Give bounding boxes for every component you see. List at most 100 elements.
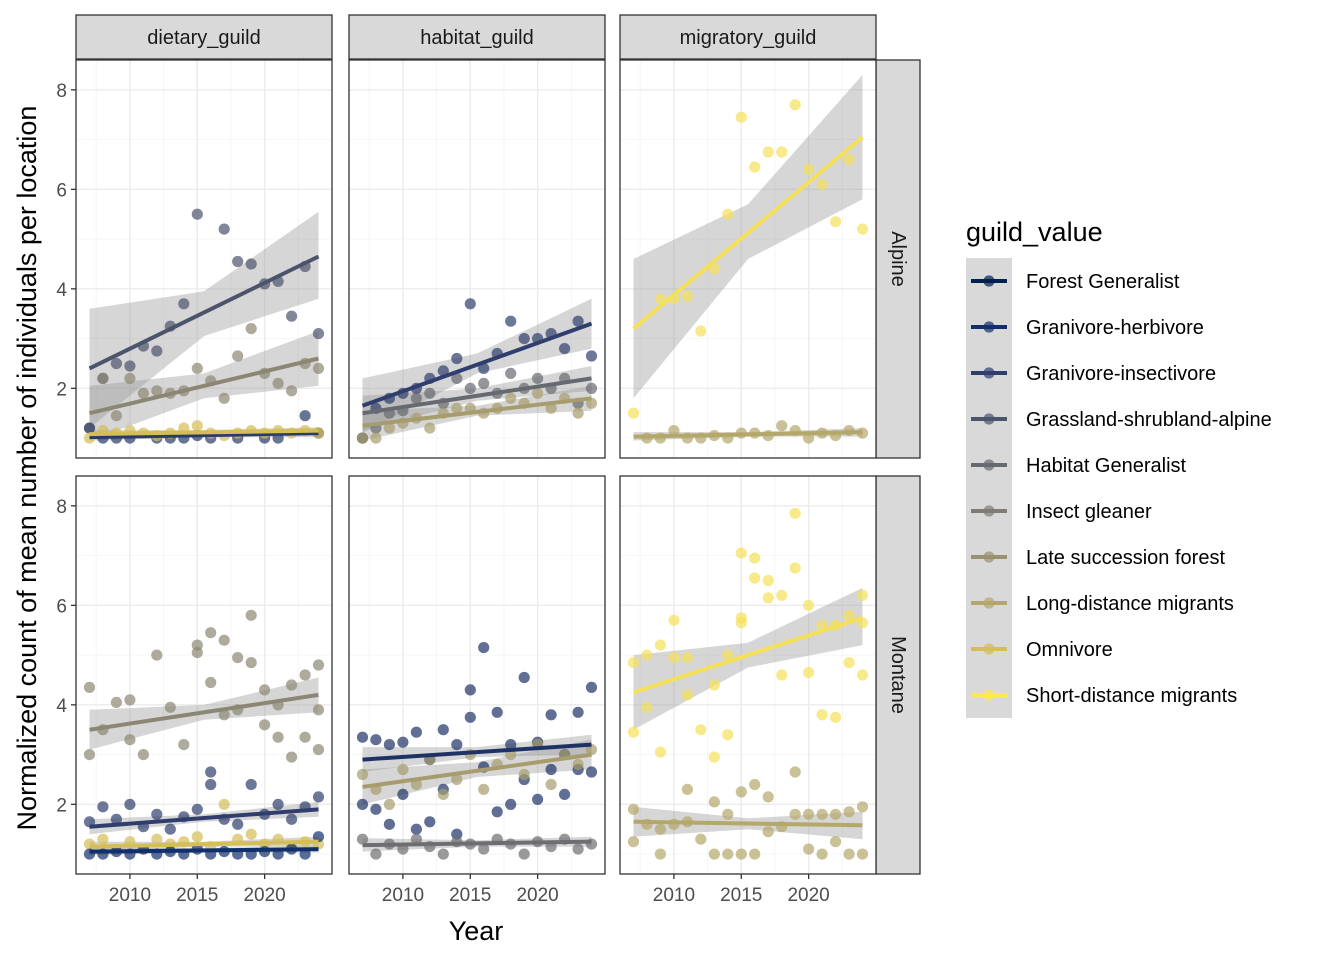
data-point-forest-generalist: [370, 734, 382, 746]
data-point-omnivore: [191, 420, 203, 432]
trend-line-habitat-generalist: [362, 839, 592, 848]
data-point-insect-gleaner: [205, 627, 217, 639]
data-point-short-distance-migrants: [830, 216, 842, 228]
data-point-insect-gleaner: [312, 659, 325, 671]
data-point-long-distance-migrants: [830, 808, 842, 820]
strip-dietary-guild: [75, 14, 333, 60]
data-point-long-distance-migrants: [735, 848, 747, 860]
panel-background: [349, 476, 605, 874]
x-tick-label: 2020: [243, 885, 285, 906]
data-point-granivore-herbivore: [232, 818, 244, 830]
data-point-grassland-shrubland-alpine: [585, 382, 598, 394]
data-point-short-distance-migrants: [843, 609, 855, 621]
data-point-forest-generalist: [437, 724, 449, 736]
data-point-long-distance-migrants: [708, 796, 720, 808]
data-point-insect-gleaner: [232, 652, 244, 664]
data-point-short-distance-migrants: [735, 111, 747, 123]
data-point-forest-generalist: [383, 739, 395, 751]
axis-ticks: 2 4 6 8 2 4 6 8 2010 2015 2020 2010 2015 2020 2010 2015…: [56, 81, 829, 906]
data-point-long-distance-migrants: [816, 808, 828, 820]
data-point-long-distance-migrants: [749, 848, 761, 860]
panel-montane-migratory-guild: [619, 475, 877, 875]
legend-item-habitat-generalist: Habitat Generalist: [966, 442, 1187, 488]
strip-migratory-guild: [619, 14, 877, 60]
data-point-insect-gleaner: [151, 649, 163, 661]
data-point-omnivore: [245, 828, 257, 840]
data-point-habitat-generalist: [572, 843, 584, 855]
data-point-granivore-insectivore: [312, 328, 325, 340]
data-point-short-distance-migrants: [762, 592, 774, 604]
data-point-late-succession-forest: [437, 788, 449, 801]
data-point-short-distance-migrants: [654, 746, 667, 758]
data-point-long-distance-migrants: [803, 843, 815, 855]
data-point-long-distance-migrants: [749, 778, 761, 791]
data-point-short-distance-migrants: [749, 572, 761, 584]
data-point-forest-generalist: [383, 818, 395, 830]
data-point-habitat-generalist: [478, 843, 490, 855]
legend-key-point: [983, 551, 995, 563]
data-point-long-distance-migrants: [776, 420, 788, 432]
x-tick-label: 2010: [653, 885, 695, 906]
legend-item-omnivore: Omnivore: [966, 626, 1113, 672]
data-point-short-distance-migrants: [749, 161, 761, 173]
panel-background: [620, 60, 876, 458]
panel-background: [349, 60, 605, 458]
data-point-forest-generalist: [478, 642, 490, 654]
data-point-short-distance-migrants: [816, 178, 828, 190]
data-point-forest-generalist: [424, 816, 436, 828]
data-point-insect-gleaner: [151, 385, 163, 397]
legend-label: Insect gleaner: [1026, 501, 1152, 523]
trend-line-late-succession-forest: [362, 752, 592, 789]
strip-montane: [875, 475, 921, 875]
y-tick-label: 6: [56, 180, 67, 201]
data-point-omnivore: [191, 831, 203, 843]
data-point-granivore-herbivore: [164, 823, 176, 835]
legend-item-granivore-herbivore: Granivore-herbivore: [966, 304, 1204, 350]
data-point-insect-gleaner: [259, 684, 271, 696]
data-point-short-distance-migrants: [776, 146, 788, 158]
data-point-forest-generalist: [518, 671, 530, 684]
legend-label: Long-distance migrants: [1026, 593, 1234, 615]
data-point-long-distance-migrants: [695, 833, 707, 845]
data-point-late-succession-forest: [505, 392, 517, 404]
legend-title: guild_value: [966, 217, 1103, 247]
data-point-long-distance-migrants: [627, 836, 640, 848]
data-point-short-distance-migrants: [654, 639, 667, 651]
data-point-short-distance-migrants: [789, 99, 801, 111]
trend-line-late-succession-forest: [362, 396, 592, 428]
data-point-forest-generalist: [491, 806, 503, 818]
legend-label: Omnivore: [1026, 639, 1113, 661]
panel-border: [75, 59, 333, 459]
x-tick-label: 2015: [176, 885, 218, 906]
data-point-granivore-insectivore: [232, 255, 244, 268]
x-tick-label: 2010: [382, 885, 424, 906]
data-point-forest-generalist: [532, 793, 544, 806]
facet-panels: dietary_guild habitat_guild migratory_guil…: [75, 14, 921, 875]
data-point-short-distance-migrants: [789, 507, 801, 519]
data-point-short-distance-migrants: [695, 724, 707, 736]
data-point-short-distance-migrants: [722, 208, 734, 220]
trend-line-short-distance-migrants: [632, 615, 864, 695]
data-point-short-distance-migrants: [627, 657, 640, 669]
data-point-short-distance-migrants: [843, 657, 855, 669]
data-point-granivore-herbivore: [205, 778, 217, 791]
data-point-late-succession-forest: [478, 783, 490, 796]
panel-border: [348, 59, 606, 459]
data-point-insect-gleaner: [218, 392, 230, 404]
data-point-forest-generalist: [464, 711, 476, 723]
legend-label: Habitat Generalist: [1026, 455, 1187, 477]
data-point-late-succession-forest: [518, 768, 530, 781]
confidence-band-granivore-insectivore: [89, 211, 319, 429]
data-point-grassland-shrubland-alpine: [410, 392, 422, 404]
data-point-granivore-herbivore: [124, 798, 136, 811]
data-point-granivore-herbivore: [205, 766, 217, 778]
data-point-grassland-shrubland-alpine: [478, 377, 490, 389]
data-point-long-distance-migrants: [681, 783, 694, 796]
y-tick-label: 8: [56, 497, 67, 518]
data-point-short-distance-migrants: [776, 669, 788, 681]
strip-label-migratory-guild: migratory_guild: [680, 27, 817, 49]
data-point-insect-gleaner: [191, 362, 203, 374]
data-point-forest-generalist: [585, 350, 598, 362]
data-point-insect-gleaner: [218, 634, 230, 646]
data-point-forest-generalist: [356, 731, 369, 743]
